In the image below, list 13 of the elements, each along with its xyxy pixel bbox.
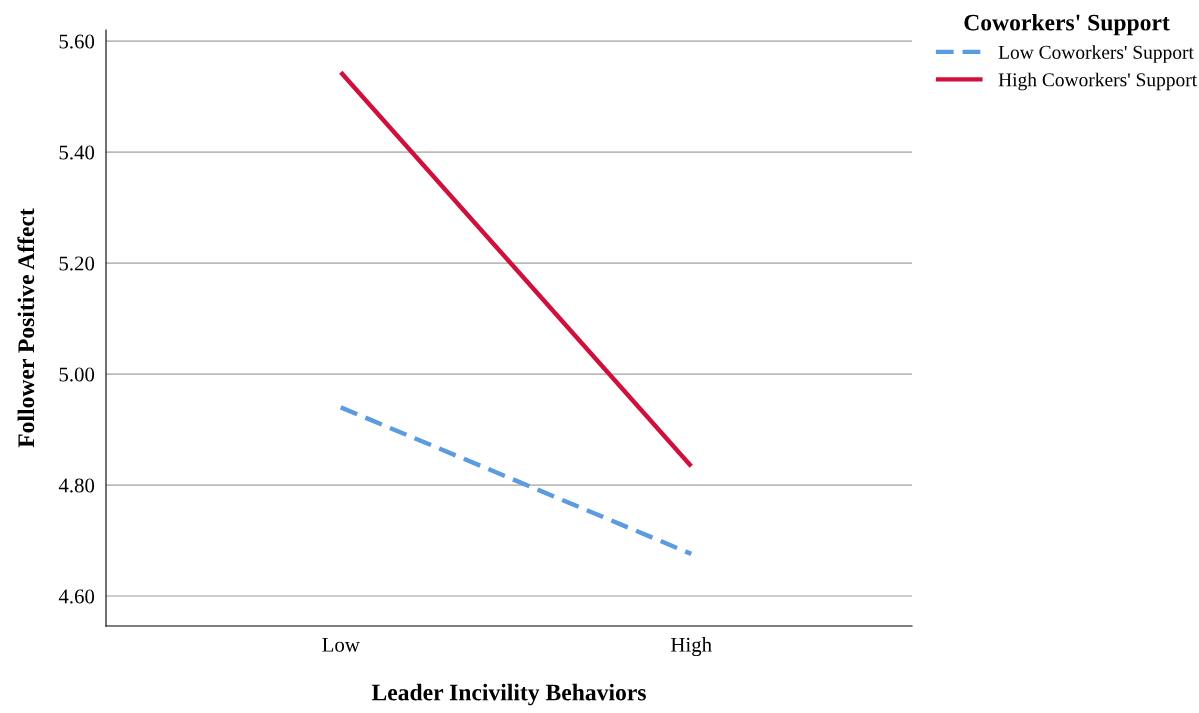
legend-title: Coworkers' Support bbox=[964, 13, 1170, 36]
legend-label: High Coworkers' Support bbox=[998, 72, 1198, 91]
x-tick-label: High bbox=[670, 637, 712, 657]
y-axis-title: Follower Positive Affect bbox=[17, 208, 35, 448]
x-tick-label: Low bbox=[322, 637, 360, 652]
y-tick-label: 4.60 bbox=[58, 589, 95, 604]
y-tick-label: 5.00 bbox=[59, 367, 95, 382]
x-axis-title: Leader Incivility Behaviors bbox=[371, 683, 646, 706]
y-tick-label: 4.80 bbox=[58, 478, 95, 493]
y-tick-label: 5.40 bbox=[59, 145, 95, 160]
legend-label: Low Coworkers' Support bbox=[998, 45, 1194, 63]
y-tick-label: 5.60 bbox=[59, 34, 95, 49]
y-tick-label: 5.20 bbox=[59, 256, 95, 271]
